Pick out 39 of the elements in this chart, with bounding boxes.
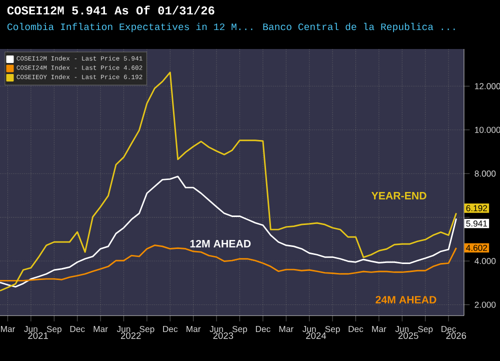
text: 2022 bbox=[120, 332, 141, 339]
y-tick-label: 2.000 bbox=[474, 302, 496, 308]
annotation: YEAR-END bbox=[371, 192, 426, 200]
annotation: 12M AHEAD bbox=[190, 240, 251, 248]
x-tick-label: Sep bbox=[140, 326, 154, 334]
data-label: 4.602 bbox=[466, 244, 488, 251]
x-tick-label: Mar bbox=[372, 326, 386, 332]
text: 2021 bbox=[28, 332, 48, 339]
annotation: 24M AHEAD bbox=[376, 296, 436, 304]
chart-subtitle: Colombia Inflation Expectatives in 12 M... Banco Central de la Republica ... bbox=[7, 22, 455, 32]
x-tick-label: Sep bbox=[325, 326, 340, 334]
y-tick-label: 12.000 bbox=[475, 83, 500, 90]
x-tick-label: Jun bbox=[302, 326, 316, 332]
x-tick-label: Mar bbox=[1, 326, 16, 332]
text: 2023 bbox=[213, 332, 234, 339]
x-tick-label: Dec bbox=[348, 326, 364, 332]
x-tick-label: Sep bbox=[418, 326, 433, 334]
x-tick-label: Jun bbox=[24, 326, 38, 332]
text: 2024 bbox=[306, 332, 326, 339]
data-label: 5.941 bbox=[466, 220, 488, 227]
chart-title: COSEI12M 5.941 As Of 01/31/26 bbox=[7, 6, 214, 15]
y-tick-label: 4.000 bbox=[474, 258, 496, 264]
text: 2025 bbox=[398, 332, 418, 339]
x-tick-label: Dec bbox=[163, 326, 178, 332]
x-tick-label: Jun bbox=[210, 326, 223, 332]
x-tick-label: Jun bbox=[116, 326, 130, 332]
y-tick-label: 10.000 bbox=[475, 126, 500, 133]
x-tick-label: Mar bbox=[186, 326, 201, 332]
x-tick-label: Jun bbox=[395, 326, 409, 332]
x-tick-label: Mar bbox=[279, 326, 294, 332]
x-tick-label: Sep bbox=[232, 326, 248, 334]
x-tick-label: Dec bbox=[256, 326, 270, 332]
x-tick-label: Sep bbox=[46, 326, 62, 334]
x-tick-label: Dec bbox=[70, 326, 85, 332]
x-tick-label: Dec bbox=[442, 326, 456, 332]
text: 2026 bbox=[446, 332, 466, 339]
y-tick-label: 8.000 bbox=[474, 170, 496, 177]
x-tick-label: Mar bbox=[94, 326, 108, 332]
data-label: 6.192 bbox=[466, 205, 488, 212]
